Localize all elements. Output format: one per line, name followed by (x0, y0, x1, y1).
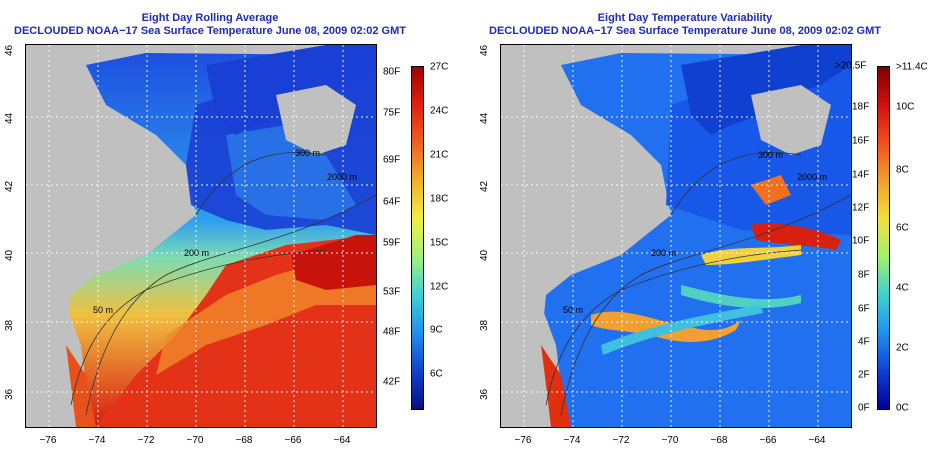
y-tick: 36 (4, 388, 15, 400)
x-tick: −70 (186, 435, 204, 446)
y-tick: 44 (4, 112, 15, 124)
x-tick: −72 (137, 435, 155, 446)
map-image (26, 45, 376, 427)
sst-average-panel: Eight Day Rolling Average DECLOUDED NOAA… (4, 12, 448, 446)
panel-title: Eight Day Rolling Average (141, 12, 279, 24)
colorbar (877, 66, 890, 410)
y-tick: 42 (4, 180, 15, 192)
panel-subtitle: DECLOUDED NOAA−17 Sea Surface Temperatur… (14, 25, 406, 37)
sst-variability-map[interactable] (500, 44, 852, 428)
y-tick: 36 (479, 388, 490, 400)
x-tick: −74 (563, 435, 581, 446)
y-tick: 44 (479, 112, 490, 124)
x-tick: −68 (235, 435, 253, 446)
y-tick: 40 (479, 249, 490, 261)
y-tick: 40 (4, 249, 15, 261)
panel-title: Eight Day Temperature Variability (597, 12, 773, 24)
contour-label: 2000 m (327, 172, 358, 182)
x-tick: −68 (710, 435, 728, 446)
contour-label: 50 m (563, 305, 584, 315)
contour-label: 2000 m (797, 172, 828, 182)
sst-average-map[interactable] (25, 44, 377, 428)
y-tick: 46 (479, 44, 490, 56)
contour-label: 50 m (93, 305, 114, 315)
x-tick: −64 (808, 435, 826, 446)
x-tick: −74 (88, 435, 106, 446)
y-tick: 46 (4, 44, 15, 56)
x-tick: −70 (661, 435, 679, 446)
y-tick: 38 (4, 319, 15, 331)
x-tick: −76 (39, 435, 57, 446)
x-tick: −64 (333, 435, 351, 446)
x-tick: −76 (514, 435, 532, 446)
contour-label: 300 m (758, 150, 784, 160)
colorbar (411, 66, 424, 410)
contour-label: 200 m (184, 248, 210, 258)
x-tick: −72 (612, 435, 630, 446)
panel-subtitle: DECLOUDED NOAA−17 Sea Surface Temperatur… (489, 25, 881, 37)
y-tick: 38 (479, 319, 490, 331)
x-tick: −66 (759, 435, 777, 446)
contour-label: 300 m (295, 148, 321, 158)
y-tick: 42 (479, 180, 490, 192)
sst-variability-panel: Eight Day Temperature Variability DECLOU… (475, 0, 950, 475)
map-image (501, 45, 851, 427)
x-tick: −66 (284, 435, 302, 446)
contour-label: 200 m (651, 248, 677, 258)
